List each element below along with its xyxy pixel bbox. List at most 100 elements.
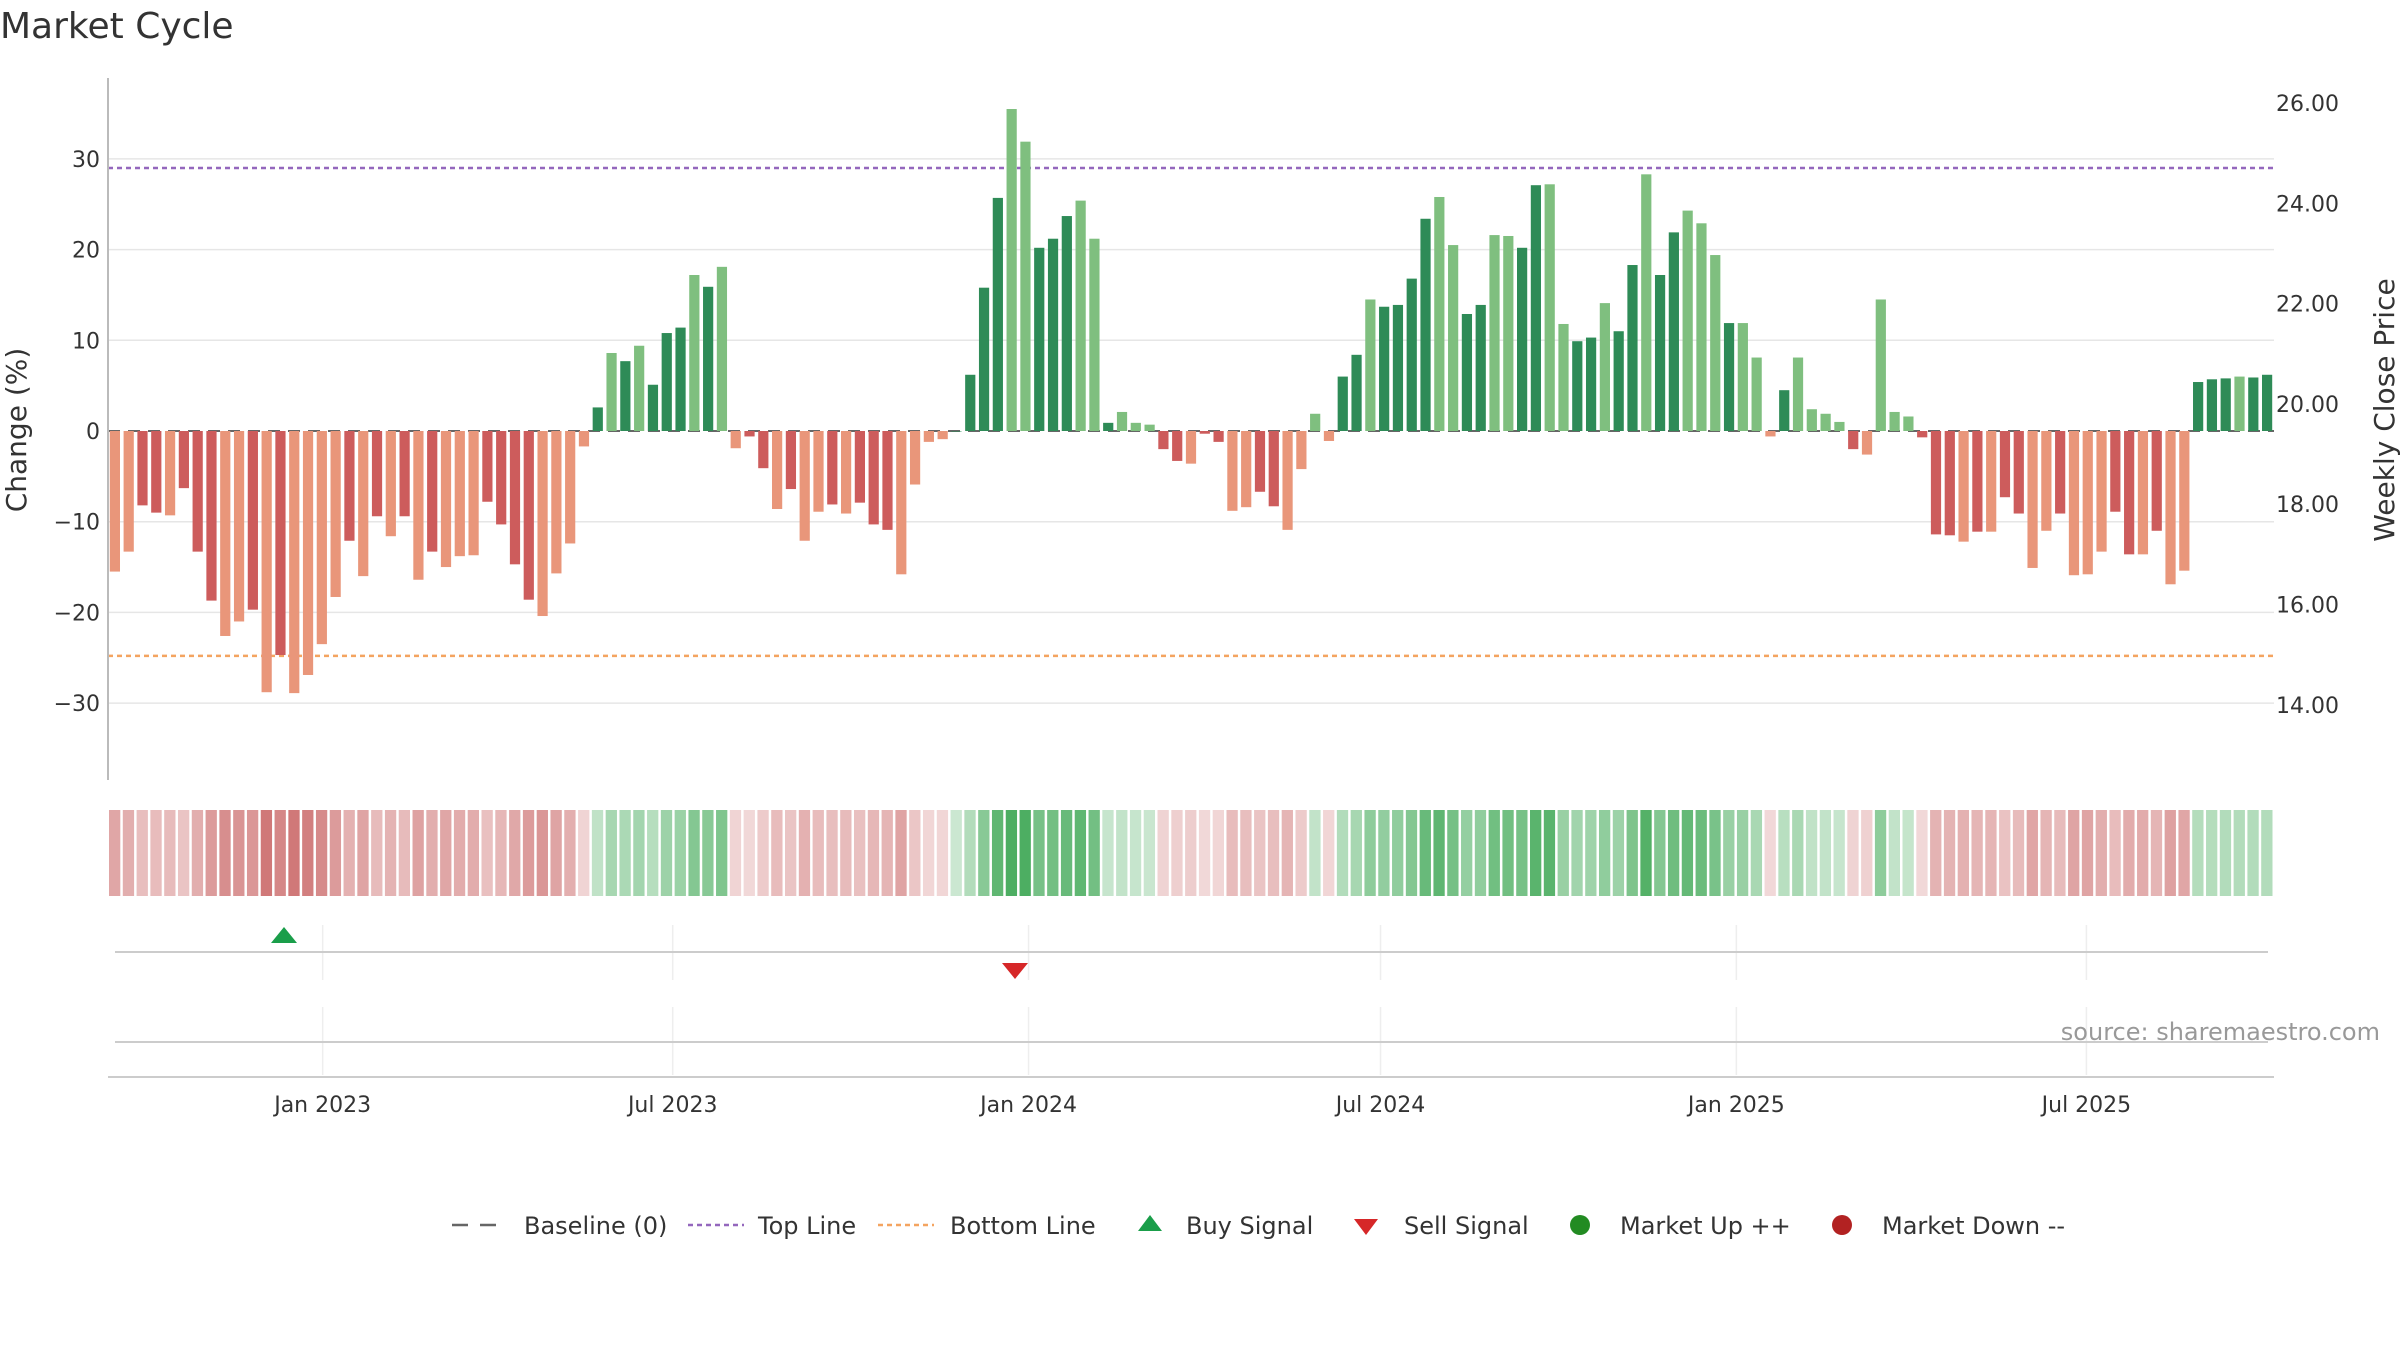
heat-cell [1433, 810, 1445, 896]
change-bar [882, 431, 893, 530]
change-bar [1806, 409, 1817, 431]
change-bar [1696, 223, 1707, 431]
heat-cell [2068, 810, 2080, 896]
heat-cell [1792, 810, 1804, 896]
change-bar [1213, 431, 1224, 442]
heat-cell [605, 810, 617, 896]
change-bar [2082, 431, 2093, 575]
x-tick-label: Jul 2024 [1334, 1093, 1426, 1118]
change-bar [1613, 331, 1624, 431]
heat-cell [578, 810, 590, 896]
heat-cell [1557, 810, 1569, 896]
heat-cell [2192, 810, 2204, 896]
heat-cell [453, 810, 466, 896]
change-bar [1627, 265, 1638, 431]
change-bar [247, 431, 258, 610]
heat-cell [1612, 810, 1625, 896]
heat-cell [1364, 810, 1376, 896]
change-bar [1972, 431, 1983, 532]
y2-tick-label: 22.00 [2276, 293, 2339, 318]
change-bar [1572, 341, 1583, 431]
change-bar [1172, 431, 1183, 461]
change-bar [1930, 431, 1942, 535]
change-bar [220, 431, 231, 636]
heat-cell [260, 810, 273, 896]
heat-cell [109, 810, 121, 896]
legend-market-down-swatch [1832, 1215, 1852, 1235]
heat-cell [867, 810, 880, 896]
change-bar [1737, 323, 1748, 431]
heat-cell [950, 810, 962, 896]
heat-cell [688, 810, 700, 896]
change-bar [523, 431, 534, 600]
change-bar [1889, 411, 1900, 431]
change-bar [1751, 357, 1762, 431]
change-bar [578, 431, 590, 447]
change-bar [565, 431, 576, 544]
change-bar [785, 431, 797, 490]
heat-cell [1778, 810, 1790, 896]
heat-cell [909, 810, 921, 896]
change-bar [1779, 390, 1790, 431]
change-bar [2151, 431, 2162, 531]
y-tick-label: 10 [72, 329, 100, 354]
heat-cell [564, 810, 576, 896]
change-bar [2206, 379, 2218, 431]
change-bar [482, 431, 493, 502]
heat-cell [315, 810, 328, 896]
change-bar [1999, 431, 2011, 498]
legend-buy-swatch [1138, 1215, 1162, 1231]
change-bar [344, 431, 355, 541]
heat-cell [302, 810, 314, 896]
heat-cell [1502, 810, 1514, 896]
heat-cell [440, 810, 452, 896]
change-bar [1558, 323, 1569, 431]
heat-cell [2206, 810, 2218, 896]
heat-cell [2095, 810, 2107, 896]
heat-cell [177, 810, 190, 896]
heat-cell [1088, 810, 1100, 896]
change-bar [1710, 255, 1721, 431]
change-bar [1861, 431, 1873, 455]
change-bar [1089, 238, 1100, 431]
change-bar [868, 431, 879, 525]
change-bar [675, 327, 686, 431]
heat-cell [1943, 810, 1956, 896]
legend-sell-swatch [1354, 1219, 1378, 1235]
change-bar [716, 266, 728, 431]
chart-title: Market Cycle [0, 6, 234, 47]
change-bar [551, 431, 562, 574]
y-axis-title: Change (%) [0, 348, 33, 513]
heat-cell [1129, 810, 1142, 896]
heat-cell [412, 810, 424, 896]
heat-cell [2261, 810, 2273, 896]
axes: 30 20 10 0 −10 −20 −30 Change (%) 26.00 24.00 22.0… [0, 78, 2400, 780]
state-heatmap-strip [109, 810, 2273, 896]
heat-cell [1116, 810, 1128, 896]
change-bar [1986, 431, 1997, 532]
change-bar [1489, 235, 1500, 431]
change-bar [1282, 431, 1293, 530]
heat-cell [1805, 810, 1818, 896]
change-bar [385, 431, 396, 537]
heat-cell [1323, 810, 1335, 896]
heat-cell [1143, 810, 1156, 896]
change-bar [1103, 422, 1114, 431]
change-bar [1227, 431, 1238, 511]
heat-cell [895, 810, 907, 896]
heat-cell [702, 810, 714, 896]
heat-cell [1999, 810, 2011, 896]
change-bar [1420, 218, 1431, 431]
heat-cell [1530, 810, 1542, 896]
change-bar [840, 431, 852, 514]
legend-label: Market Down -- [1882, 1212, 2065, 1240]
x-tick-label: Jul 2023 [626, 1093, 718, 1118]
buy-signal-marker [270, 927, 297, 943]
x-tick-label: Jul 2025 [2040, 1093, 2132, 1118]
change-bar [2220, 378, 2231, 431]
heat-cell [2040, 810, 2052, 896]
heat-cell [1254, 810, 1266, 896]
heat-cell [246, 810, 259, 896]
change-bar [1379, 306, 1390, 431]
